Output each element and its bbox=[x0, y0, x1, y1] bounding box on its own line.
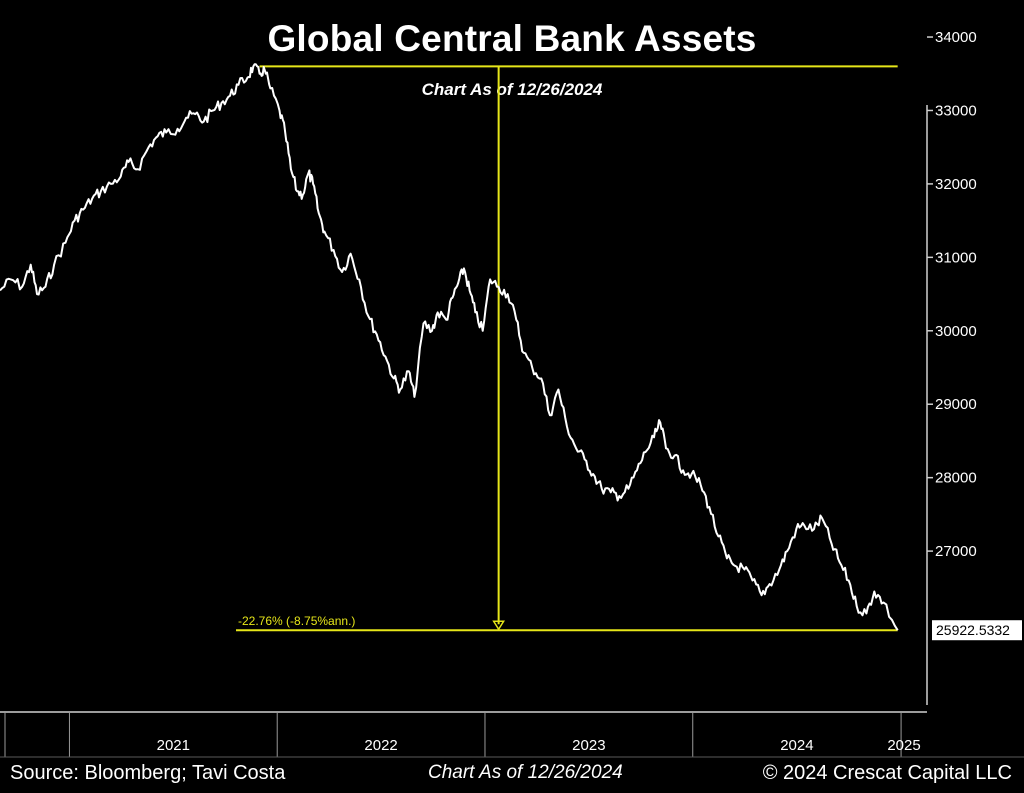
footer-date: Chart As of 12/26/2024 bbox=[428, 762, 623, 783]
chart-title: Global Central Bank Assets bbox=[267, 18, 757, 59]
x-tick-label: 2023 bbox=[572, 737, 605, 754]
y-tick-label: 30000 bbox=[935, 323, 977, 340]
y-tick-label: 29000 bbox=[935, 396, 977, 413]
drawdown-arrow-head bbox=[492, 620, 505, 631]
chart-subtitle: Chart As of 12/26/2024 bbox=[421, 80, 603, 99]
x-tick-label: 2021 bbox=[157, 737, 190, 754]
x-tick-label: 2024 bbox=[780, 737, 813, 754]
y-tick-label: 33000 bbox=[935, 102, 977, 119]
series-line bbox=[0, 63, 899, 631]
y-tick-label: 32000 bbox=[935, 176, 977, 193]
y-tick-label: 34000 bbox=[935, 29, 977, 46]
last-value-label: 25922.5332 bbox=[936, 622, 1010, 638]
x-tick-label: 2025 bbox=[887, 737, 920, 754]
footer-copyright: © 2024 Crescat Capital LLC bbox=[762, 762, 1012, 784]
y-tick-label: 27000 bbox=[935, 543, 977, 560]
x-tick-label: 2022 bbox=[364, 737, 397, 754]
y-tick-label: 31000 bbox=[935, 249, 977, 266]
last-value-box bbox=[932, 620, 1022, 641]
footer-source: Source: Bloomberg; Tavi Costa bbox=[10, 762, 286, 784]
drawdown-label: -22.76% (-8.75%ann.) bbox=[238, 614, 355, 628]
y-tick-label: 28000 bbox=[935, 470, 977, 487]
